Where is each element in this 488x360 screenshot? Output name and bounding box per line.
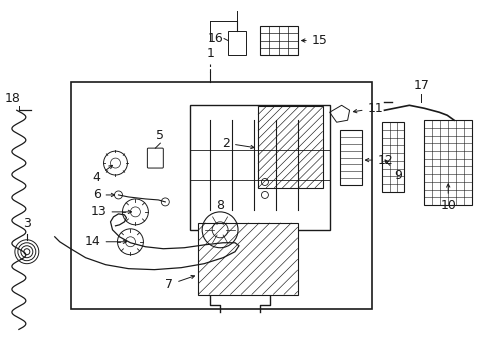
Text: 3: 3 [23, 217, 31, 230]
Text: 12: 12 [365, 154, 392, 167]
Text: 7: 7 [165, 275, 194, 291]
Bar [190, 105, 329, 230]
Bar [71, 82, 371, 310]
Text: 2: 2 [222, 137, 254, 150]
Bar [424, 120, 471, 205]
Bar [382, 122, 404, 192]
Text: 4: 4 [93, 165, 112, 184]
Text: 17: 17 [412, 79, 428, 92]
Text: 8: 8 [216, 199, 224, 212]
Text: 11: 11 [353, 102, 383, 115]
Bar [258, 106, 322, 188]
Bar [260, 26, 297, 55]
Text: 5: 5 [156, 129, 164, 142]
Text: 16: 16 [207, 32, 223, 45]
Text: 14: 14 [84, 235, 126, 248]
Text: 1: 1 [206, 48, 214, 60]
Text: 6: 6 [93, 188, 114, 202]
Text: 13: 13 [91, 205, 131, 219]
Bar [198, 223, 297, 294]
Bar [339, 130, 361, 185]
Text: 15: 15 [301, 34, 327, 47]
Bar [227, 31, 245, 55]
Text: 18: 18 [5, 92, 21, 105]
Text: 10: 10 [439, 184, 455, 212]
Text: 9: 9 [384, 160, 402, 181]
